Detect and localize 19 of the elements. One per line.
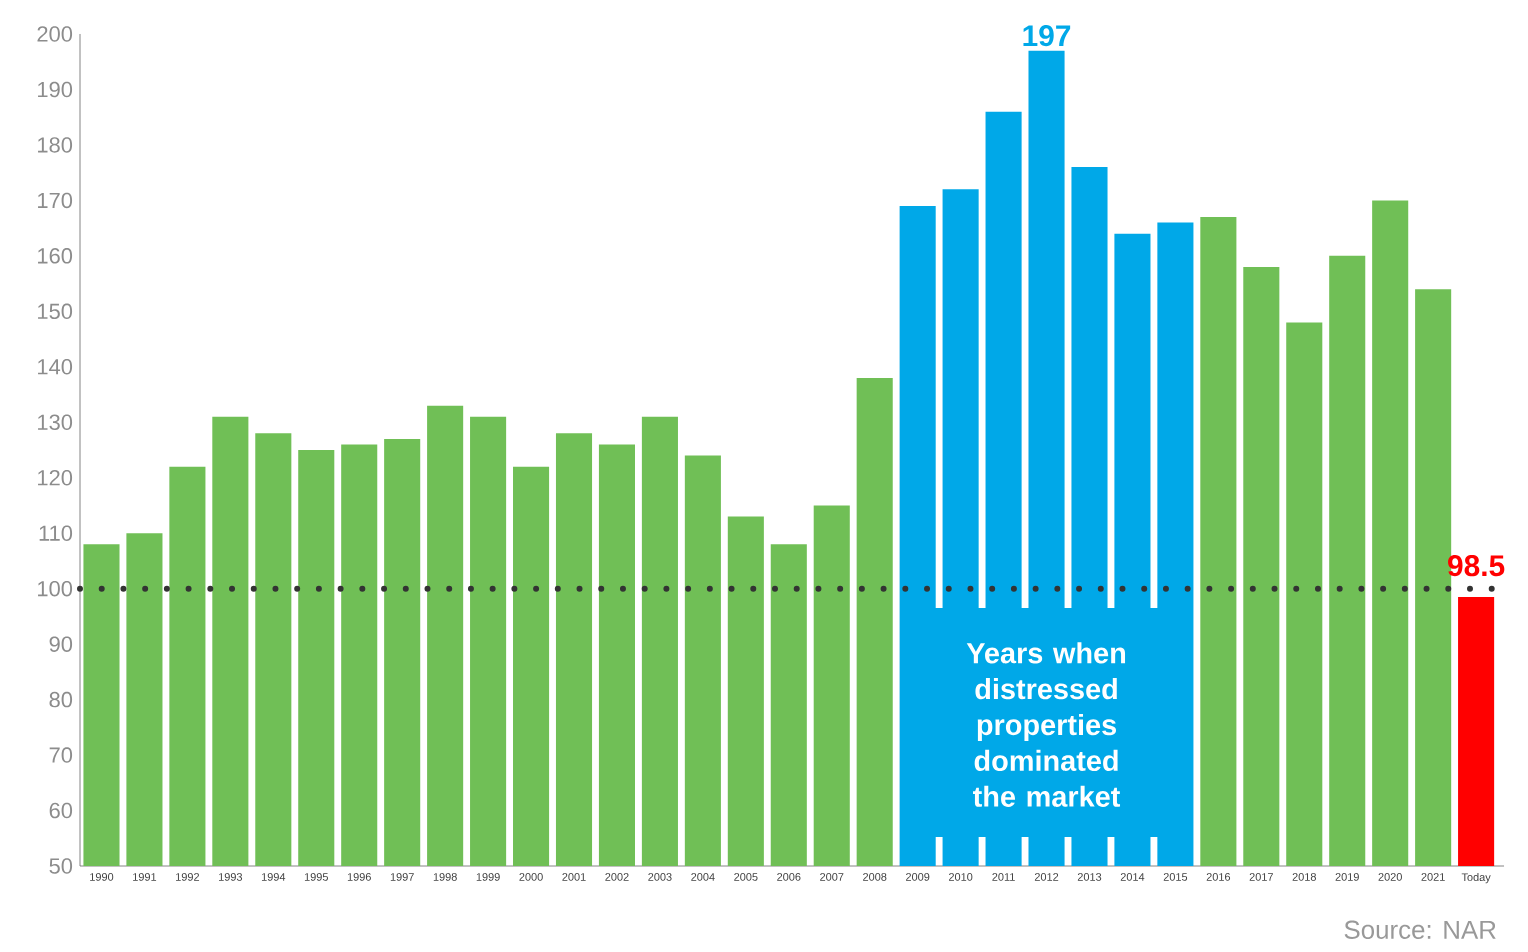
y-tick-label: 60 <box>49 802 73 819</box>
y-tick-label: 140 <box>38 359 73 375</box>
source-note: Source: NAR <box>1344 920 1496 939</box>
y-tick-label: 100 <box>38 580 73 597</box>
y-tick-label: 120 <box>38 469 73 486</box>
y-tick-label: 180 <box>38 137 73 153</box>
y-tick-label: 190 <box>38 81 73 98</box>
y-tick-label: 70 <box>49 747 73 763</box>
y-tick-label: 200 <box>37 26 73 42</box>
y-tick-label: 160 <box>38 248 73 264</box>
annotation: Years when distressed properties dominated the market <box>966 642 1126 807</box>
y-tick-label: 80 <box>49 691 73 708</box>
data-label: 197 <box>1023 25 1071 47</box>
y-tick-label: 170 <box>38 192 73 209</box>
y-tick-label: 50 <box>49 858 73 874</box>
y-tick-label: 130 <box>38 414 73 431</box>
y-tick-label: 90 <box>49 636 73 652</box>
y-tick-label: 150 <box>38 303 73 320</box>
y-tick-label: 110 <box>39 525 73 541</box>
